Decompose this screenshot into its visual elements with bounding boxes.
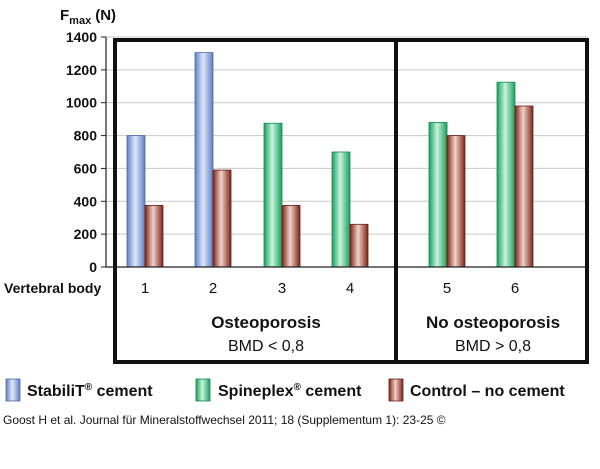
legend-item-stabilit: StabiliT® cement (5, 378, 153, 402)
bar-control-6 (514, 105, 534, 268)
group-frame-no-osteoporosis (394, 38, 589, 364)
legend-swatch-spineplex (195, 378, 211, 402)
x-category-label-6: 6 (511, 280, 519, 297)
legend-swatch-control (388, 378, 404, 402)
legend-item-spineplex: Spineplex® cement (195, 378, 362, 402)
x-category-label-3: 3 (278, 280, 286, 297)
group-title-osteoporosis: Osteoporosis (211, 313, 321, 332)
x-category-label-5: 5 (443, 280, 451, 297)
y-axis-title: Fmax (N) (60, 7, 116, 27)
bar-stabilit-2 (194, 52, 214, 268)
legend-item-control: Control – no cement (388, 378, 565, 402)
x-category-label-2: 2 (209, 280, 217, 297)
legend-label-control: Control – no cement (410, 383, 565, 400)
legend-label-stabilit: StabiliT® cement (27, 382, 153, 400)
x-category-label-4: 4 (346, 280, 354, 297)
y-tick-label: 1000 (66, 95, 97, 111)
x-axis-title: Vertebral body (4, 280, 101, 296)
bar-spineplex-3 (263, 122, 283, 268)
bar-control-4 (349, 223, 369, 268)
bar-spineplex-4 (331, 151, 351, 268)
source-citation: Goost H et al. Journal für Mineralstoffw… (3, 413, 446, 427)
bar-control-2 (212, 169, 232, 268)
x-category-label-1: 1 (141, 280, 149, 297)
legend-label-spineplex: Spineplex® cement (218, 382, 362, 400)
y-tick-label: 1400 (66, 29, 97, 45)
bar-control-5 (446, 135, 466, 268)
bars (126, 52, 534, 268)
bar-control-3 (281, 204, 301, 268)
group-subtitle-no-osteoporosis: BMD > 0,8 (455, 338, 531, 355)
y-tick-label: 800 (74, 128, 98, 144)
x-axis-categories: 1 2 3 4 5 6 (141, 280, 519, 297)
y-tick-label: 400 (74, 193, 98, 209)
bar-control-1 (144, 204, 164, 268)
y-tick-label: 200 (74, 226, 98, 242)
group-subtitle-osteoporosis: BMD < 0,8 (228, 338, 304, 355)
y-tick-label: 0 (89, 259, 97, 275)
bar-spineplex-6 (496, 81, 516, 268)
y-tick-label: 600 (74, 160, 98, 176)
y-axis-ticks: 0 200 400 600 800 1000 1200 1400 (66, 29, 106, 275)
legend: StabiliT® cement Spineplex® cement Contr… (5, 378, 565, 402)
group-title-no-osteoporosis: No osteoporosis (426, 313, 560, 332)
legend-swatch-stabilit (5, 378, 21, 402)
bar-spineplex-5 (428, 122, 448, 268)
y-tick-label: 1200 (66, 62, 97, 78)
bar-stabilit-1 (126, 135, 146, 268)
